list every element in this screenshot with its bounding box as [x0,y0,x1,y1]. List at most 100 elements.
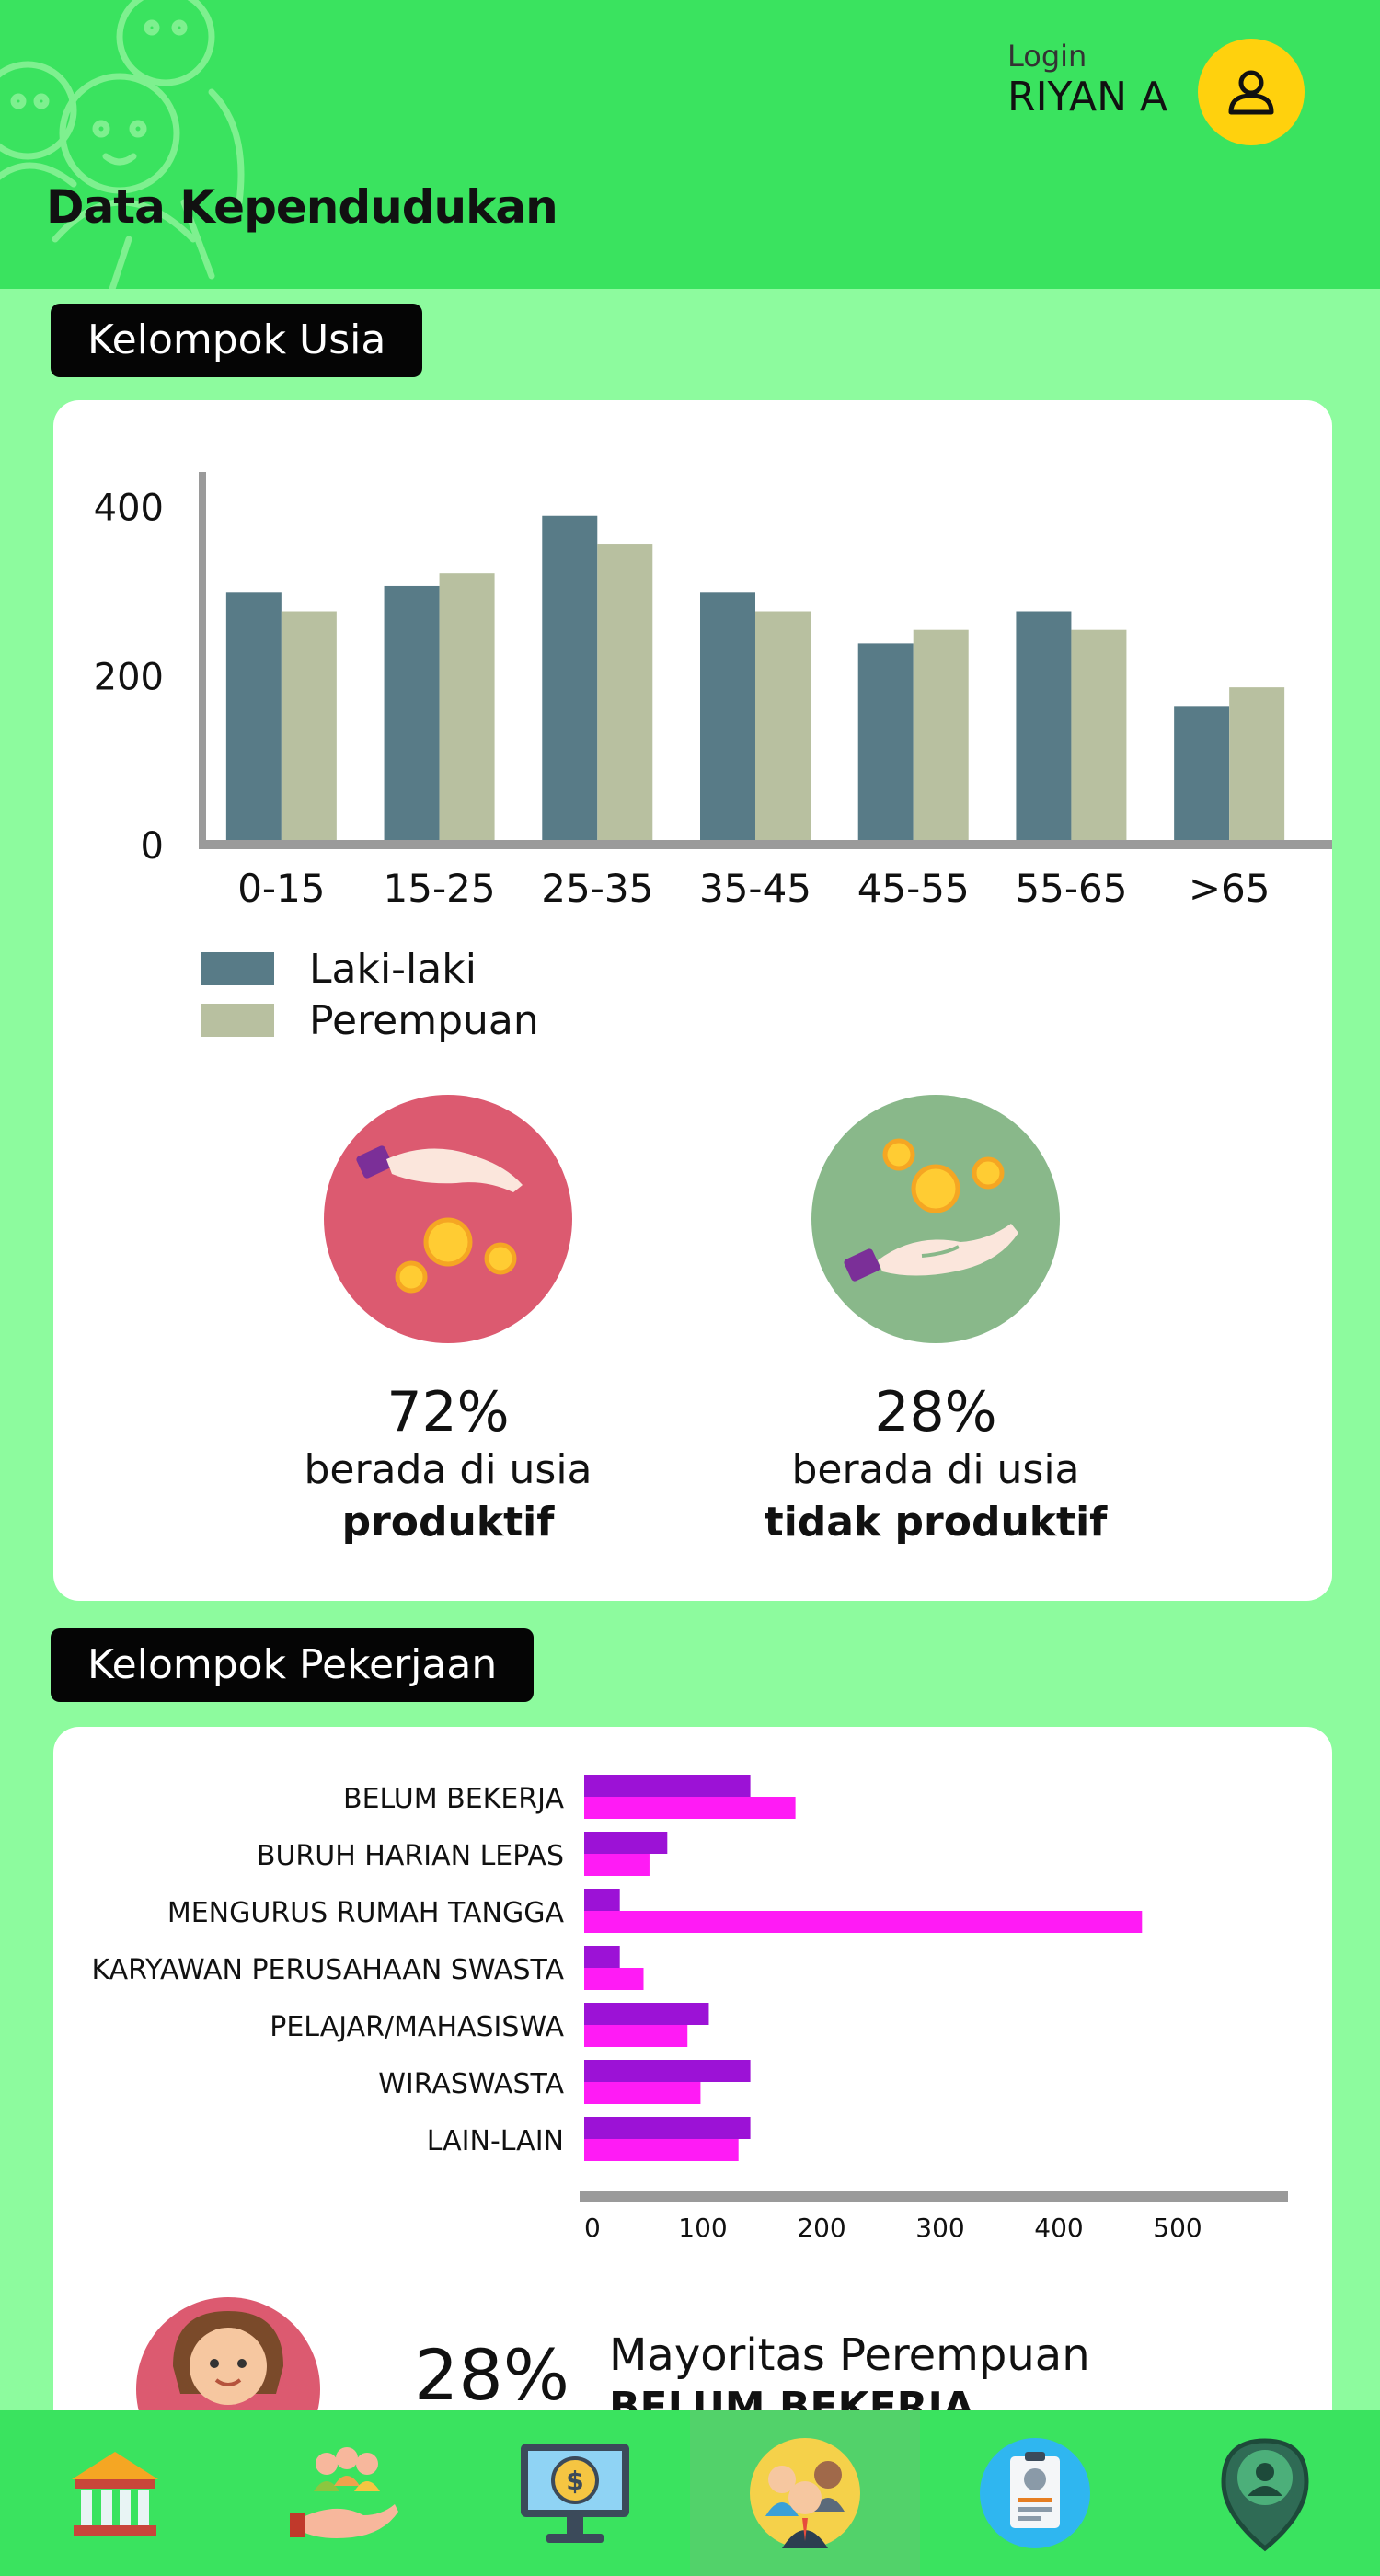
job-category-label: KARYAWAN PERUSAHAAN SWASTA [91,1954,564,1986]
job-bar-lain-lain-2 [584,2139,739,2161]
job-category-label: MENGURUS RUMAH TANGGA [167,1897,565,1929]
legend-swatch-male [201,952,274,985]
age-x-tick-label: 35-45 [699,866,811,911]
age-x-tick-label: 55-65 [1015,866,1127,911]
age-bar-perempuan-55-65 [1071,629,1127,840]
nav-item-location[interactable] [1150,2410,1380,2576]
age-y-tick-label: 0 [141,825,164,868]
legend-label-female: Perempuan [309,996,539,1044]
job-bar-karyawan-perusahaan-swasta-2 [584,1968,644,1990]
job-bar-buruh-harian-lepas-1 [584,1832,668,1854]
age-bar-perempuan-65 [1229,687,1285,840]
age-bar-chart: 0 200 400 0-15 15-25 25-35 35-45 45-55 55-65 >65 [94,472,1332,911]
job-x-tick-label: 500 [1153,2213,1202,2243]
id-card-icon [980,2438,1090,2548]
population-group-icon [750,2438,860,2548]
age-bar-laki-laki-0-15 [225,592,282,840]
age-bar-perempuan-45-55 [913,629,969,840]
nonproductive-percent: 28% [874,1380,997,1444]
age-x-tick-label: 15-25 [384,866,496,911]
age-chart-x-axis [199,840,1332,849]
age-bar-laki-laki-35-45 [700,592,755,840]
job-bar-mengurus-rumah-tangga-1 [584,1889,620,1911]
svg-text:$: $ [566,2466,583,2496]
section-label-job: Kelompok Pekerjaan [51,1628,535,1702]
job-category-label: BELUM BEKERJA [343,1783,564,1815]
legend-label-male: Laki-laki [309,945,477,993]
nonproductive-stat-circle [811,1095,1060,1343]
job-bar-karyawan-perusahaan-swasta-1 [584,1946,620,1968]
job-bar-belum-bekerja-1 [584,1775,751,1797]
nav-item-government[interactable] [0,2410,230,2576]
job-x-tick-label: 400 [1034,2213,1083,2243]
age-bar-perempuan-15-25 [439,573,495,840]
nav-item-id-card[interactable] [920,2410,1150,2576]
legend-item-female: Perempuan [201,995,539,1046]
nonproductive-stat: 28% berada di usia tidak produktif [715,1095,1156,1549]
job-x-tick-label: 0 [584,2213,601,2243]
age-bar-laki-laki-25-35 [542,515,598,840]
productive-stat: 72% berada di usia produktif [227,1095,669,1549]
job-teaser-percent: 28% [414,2334,569,2416]
age-bar-perempuan-35-45 [755,611,811,840]
bottom-nav: $ [0,2410,1380,2576]
nav-item-social-aid[interactable] [230,2410,460,2576]
job-category-label: LAIN-LAIN [427,2125,564,2157]
age-bar-laki-laki-15-25 [384,585,440,840]
hand-giving-coins-icon [356,1145,523,1294]
nonproductive-line2: tidak produktif [764,1499,1108,1546]
user-icon [1228,70,1274,115]
productive-stat-circle [324,1095,572,1343]
job-category-label: BURUH HARIAN LEPAS [257,1840,564,1872]
age-chart-y-axis [199,472,206,847]
age-card: 0 200 400 0-15 15-25 25-35 35-45 45-55 55-65 >65 … [53,400,1332,1601]
header: Data Kependudukan Login RIYAN A [0,0,1380,289]
legend-item-male: Laki-laki [201,943,539,995]
age-bar-laki-laki-45-55 [857,643,914,840]
nav-item-population[interactable] [690,2410,920,2576]
age-bar-perempuan-0-15 [281,611,337,840]
job-category-label: WIRASWASTA [378,2068,564,2100]
age-x-tick-label: 0-15 [237,866,325,911]
location-person-icon [1221,2438,1309,2552]
age-y-tick-label: 400 [94,488,164,530]
job-teaser-title: Mayoritas Perempuan [609,2329,1090,2381]
job-bar-pelajar-mahasiswa-1 [584,2003,709,2025]
government-building-icon [72,2452,158,2536]
login-label: Login [1007,39,1087,74]
job-bar-lain-lain-1 [584,2117,751,2139]
legend-swatch-female [201,1004,274,1037]
age-legend: Laki-laki Perempuan [201,943,539,1046]
job-bar-mengurus-rumah-tangga-2 [584,1911,1143,1933]
job-bar-belum-bekerja-2 [584,1797,796,1819]
job-x-tick-label: 300 [915,2213,964,2243]
job-bar-chart: BELUM BEKERJA BURUH HARIAN LEPAS MENGURUS … [91,1775,1288,2243]
job-category-label: PELAJAR/MAHASISWA [270,2011,564,2043]
hand-receiving-coins-icon [844,1138,1018,1282]
social-aid-icon [290,2447,398,2538]
age-bar-laki-laki-65 [1174,706,1230,840]
productive-line2: produktif [341,1499,555,1546]
age-bar-perempuan-25-35 [597,544,653,840]
job-x-tick-label: 100 [678,2213,727,2243]
job-x-tick-label: 200 [797,2213,845,2243]
finance-monitor-icon: $ [521,2444,629,2543]
age-x-tick-label: >65 [1189,866,1271,911]
job-bar-wiraswasta-1 [584,2060,751,2082]
age-x-tick-label: 45-55 [857,866,970,911]
job-bar-wiraswasta-2 [584,2082,701,2104]
user-avatar-button[interactable] [1198,39,1305,145]
user-name: RIYAN A [1007,74,1168,121]
productive-percent: 72% [386,1380,510,1444]
job-chart-x-axis [580,2191,1288,2202]
page-title: Data Kependudukan [46,180,558,234]
age-bar-laki-laki-55-65 [1016,611,1072,840]
age-x-tick-label: 25-35 [541,866,653,911]
job-bar-buruh-harian-lepas-2 [584,1854,650,1876]
nonproductive-line1: berada di usia [791,1446,1080,1493]
family-illustration-icon [0,0,245,289]
nav-item-finance[interactable]: $ [460,2410,690,2576]
age-y-tick-label: 200 [94,656,164,698]
job-bar-pelajar-mahasiswa-2 [584,2025,688,2047]
productive-line1: berada di usia [304,1446,592,1493]
